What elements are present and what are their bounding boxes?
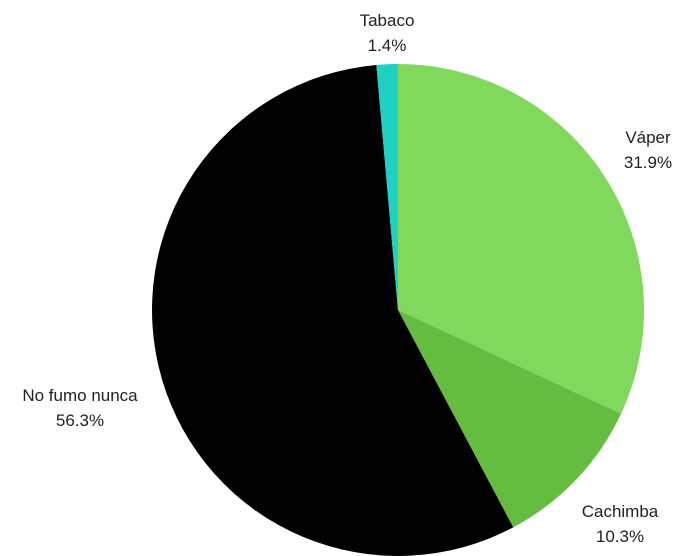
pie-slice — [398, 310, 622, 528]
slice-percent-label: 10.3% — [596, 527, 644, 546]
pie-slice — [152, 64, 514, 556]
slice-label: Tabaco — [360, 11, 415, 30]
slice-label: Váper — [625, 128, 671, 147]
slice-percent-label: 31.9% — [624, 153, 672, 172]
slice-label: No fumo nunca — [22, 386, 138, 405]
pie-slice — [398, 64, 644, 414]
pie-slice — [376, 63, 398, 310]
slice-label: Cachimba — [582, 502, 659, 521]
slice-percent-label: 1.4% — [368, 36, 407, 55]
slice-percent-label: 56.3% — [56, 411, 104, 430]
